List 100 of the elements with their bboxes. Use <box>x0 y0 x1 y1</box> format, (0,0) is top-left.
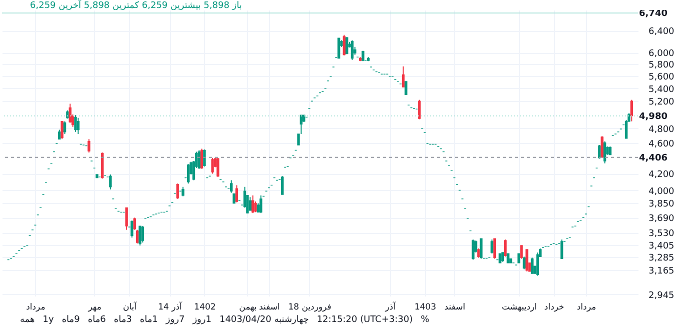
x-tick-label: 1403 <box>414 302 436 312</box>
candlestick <box>600 136 604 158</box>
candlestick <box>232 193 236 204</box>
candlestick <box>76 117 80 135</box>
candlestick <box>136 229 139 244</box>
y-tick-label: 4,800 <box>648 124 675 135</box>
candlestick <box>254 200 257 213</box>
y-tick-label: 5,600 <box>648 72 675 82</box>
x-tick-label: آبان <box>122 302 138 312</box>
candlestick <box>630 99 634 122</box>
candlestick <box>125 207 128 230</box>
y-tick-label: 2,945 <box>648 290 674 301</box>
x-tick-label: خرداد <box>544 302 564 312</box>
y-tick-label: 3,405 <box>648 241 674 252</box>
candlestick <box>337 38 340 59</box>
y-tick-label: 5,800 <box>648 60 675 71</box>
text: 1y <box>42 315 54 325</box>
candlestick <box>133 217 136 230</box>
candlestick <box>493 238 496 260</box>
text: 3ماه <box>114 315 132 325</box>
candlestick <box>281 176 284 196</box>
text: 9ماه <box>62 315 80 325</box>
y-tick-label: 3,850 <box>648 200 675 210</box>
y-tick-label: 3,285 <box>648 254 674 264</box>
candlestick <box>138 226 142 246</box>
text: 6ماه <box>88 315 106 325</box>
candlestick <box>260 194 262 214</box>
x-tick-label: مرداد <box>26 302 46 312</box>
x-tick-label: 1402 <box>194 302 216 312</box>
y-tick-label: 5,400 <box>648 84 675 95</box>
y-tick-label: 6,400 <box>648 27 675 38</box>
candlestick <box>203 148 206 167</box>
ref-line-label: 4,980 <box>639 112 668 122</box>
candlestick <box>490 239 494 254</box>
y-tick-label: 3,165 <box>648 266 674 276</box>
x-tick-label: اسفند <box>259 302 280 312</box>
candlestick <box>603 140 606 164</box>
candlestick <box>504 239 507 258</box>
candlestick <box>517 253 520 264</box>
candlestick <box>109 174 112 190</box>
candlestick <box>58 129 61 140</box>
x-tick-label: بهمن <box>239 302 257 312</box>
candlestick <box>404 81 408 96</box>
candlestick <box>198 150 200 170</box>
candlestick <box>200 148 204 170</box>
candlestick <box>530 257 534 274</box>
candlestick <box>176 183 179 200</box>
candlestick <box>472 239 474 260</box>
y-tick-label: 3,530 <box>648 229 675 240</box>
y-tick-label: 4,000 <box>648 186 675 197</box>
candlestick <box>536 252 539 276</box>
candlestick <box>230 180 233 194</box>
text: 1روز <box>192 315 212 325</box>
candlestick <box>63 120 66 135</box>
text: 1ماه <box>140 315 158 325</box>
candlestick <box>187 164 190 184</box>
candlestick <box>248 196 252 211</box>
y-tick-label: 4,600 <box>648 139 675 150</box>
candlestick <box>130 220 134 238</box>
x-tick-label: اردیبهشت <box>502 302 537 312</box>
candlestick <box>506 253 510 264</box>
candlestick <box>68 103 72 124</box>
x-tick-label: آذر <box>384 302 396 312</box>
text: همه <box>20 315 35 325</box>
x-tick-label: اسفند <box>444 302 466 312</box>
candlestick <box>74 114 77 132</box>
candlestick <box>346 36 348 55</box>
candlestick <box>211 157 214 174</box>
candlestick <box>350 40 354 60</box>
x-tick-label: مرداد <box>576 302 596 312</box>
candlestick <box>560 239 564 260</box>
x-tick-label: مهر <box>87 302 102 312</box>
y-tick-label: 3,690 <box>648 214 675 224</box>
candlestick <box>522 256 526 270</box>
candlestick <box>598 144 601 160</box>
x-tick-label: 18 فروردین <box>288 302 332 312</box>
candlestick <box>520 244 523 260</box>
candlestick <box>235 184 238 203</box>
candlestick <box>88 138 90 154</box>
ref-line-label: 4,406 <box>639 153 668 164</box>
candlestick <box>501 252 504 262</box>
text: % <box>420 315 430 325</box>
candlestick <box>182 186 184 197</box>
text: 7روز <box>166 315 185 325</box>
candlestick <box>251 194 254 214</box>
text: چهارشنبه 1403/04/20 <box>219 315 309 325</box>
y-tick-label: 5,200 <box>648 98 675 108</box>
candlestick <box>526 248 528 272</box>
candlestick <box>498 253 502 264</box>
y-tick-label: 4,200 <box>648 170 675 180</box>
candlestick <box>141 226 144 243</box>
text: (UTC+3:30) 12:15:20 <box>316 315 413 325</box>
candlestick <box>480 238 483 260</box>
candlestick <box>402 66 405 88</box>
candlestick <box>418 99 421 120</box>
y-tick-label: 6,000 <box>648 49 675 60</box>
candlestick <box>216 157 220 178</box>
candlestick <box>477 248 480 258</box>
candlestick <box>60 120 64 140</box>
candlestick <box>342 34 346 56</box>
